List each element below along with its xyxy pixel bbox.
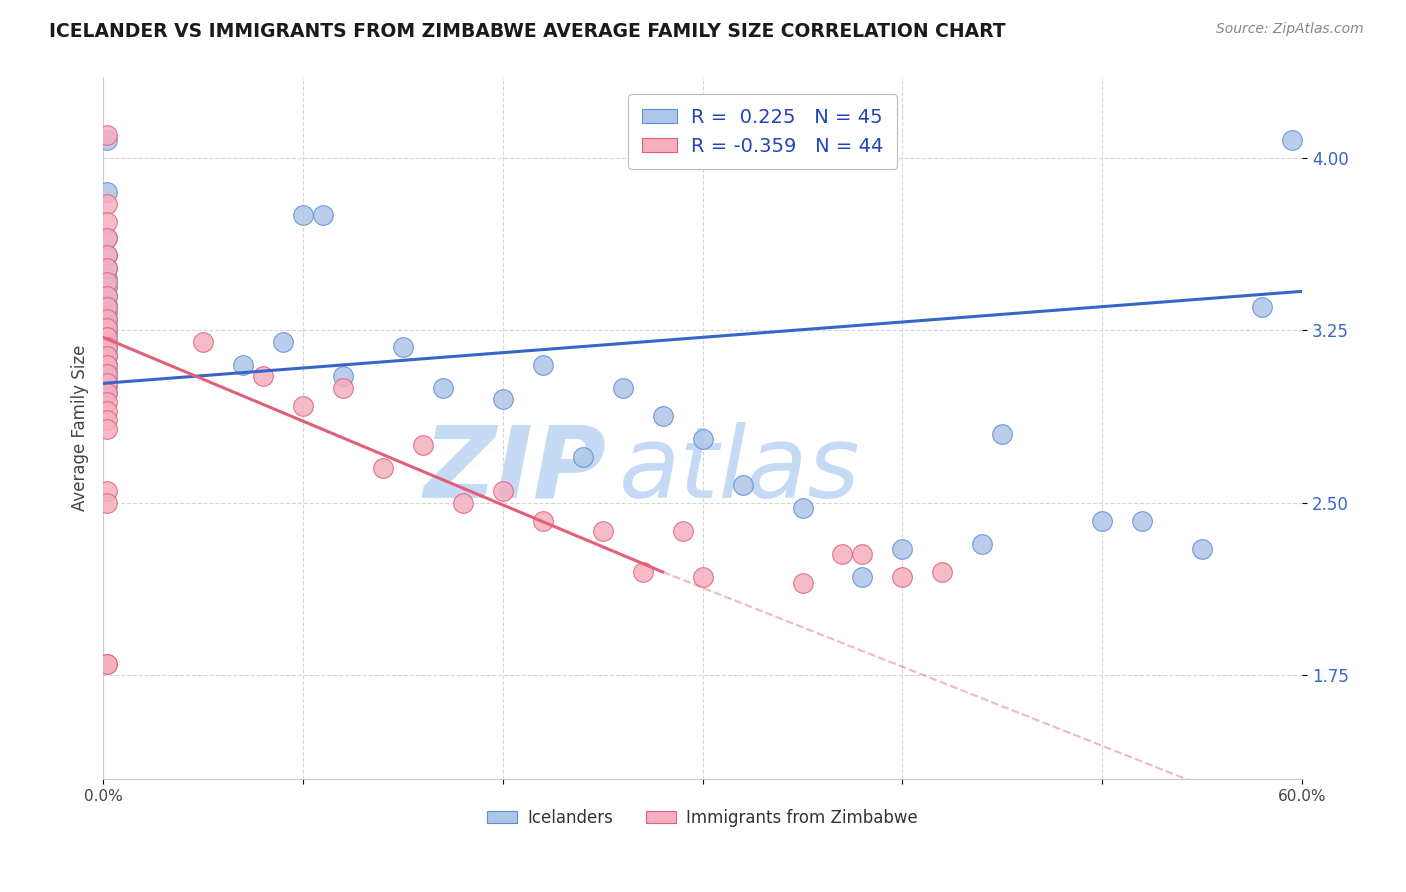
Point	[96, 289, 118, 303]
Point	[96, 247, 118, 261]
Point	[451, 496, 474, 510]
Point	[692, 432, 714, 446]
Point	[96, 326, 118, 340]
Point	[492, 392, 515, 407]
Point	[96, 496, 118, 510]
Point	[96, 339, 118, 353]
Point	[291, 400, 314, 414]
Point	[96, 385, 118, 400]
Point	[96, 247, 118, 261]
Point	[96, 186, 118, 200]
Point	[631, 565, 654, 579]
Point	[96, 305, 118, 319]
Point	[96, 321, 118, 335]
Legend: Icelanders, Immigrants from Zimbabwe: Icelanders, Immigrants from Zimbabwe	[481, 803, 925, 834]
Point	[991, 426, 1014, 441]
Point	[96, 334, 118, 349]
Point	[96, 657, 118, 671]
Point	[891, 569, 914, 583]
Point	[531, 514, 554, 528]
Point	[96, 372, 118, 386]
Y-axis label: Average Family Size: Average Family Size	[72, 345, 89, 511]
Point	[831, 547, 853, 561]
Point	[1130, 514, 1153, 528]
Point	[96, 378, 118, 392]
Point	[96, 261, 118, 276]
Point	[96, 128, 118, 142]
Point	[96, 413, 118, 427]
Point	[96, 404, 118, 418]
Point	[651, 409, 673, 423]
Point	[332, 369, 354, 384]
Point	[612, 381, 634, 395]
Point	[851, 547, 873, 561]
Point	[96, 376, 118, 391]
Point	[96, 132, 118, 146]
Point	[96, 289, 118, 303]
Point	[96, 349, 118, 363]
Point	[931, 565, 953, 579]
Text: ICELANDER VS IMMIGRANTS FROM ZIMBABWE AVERAGE FAMILY SIZE CORRELATION CHART: ICELANDER VS IMMIGRANTS FROM ZIMBABWE AV…	[49, 22, 1005, 41]
Point	[1091, 514, 1114, 528]
Point	[271, 334, 294, 349]
Point	[191, 334, 214, 349]
Point	[96, 358, 118, 372]
Point	[96, 275, 118, 289]
Point	[96, 298, 118, 312]
Point	[412, 438, 434, 452]
Point	[332, 381, 354, 395]
Point	[96, 301, 118, 315]
Point	[96, 342, 118, 356]
Point	[96, 367, 118, 381]
Point	[96, 365, 118, 379]
Point	[96, 394, 118, 409]
Point	[851, 569, 873, 583]
Point	[731, 477, 754, 491]
Point	[531, 358, 554, 372]
Point	[96, 422, 118, 436]
Point	[96, 484, 118, 499]
Point	[96, 215, 118, 229]
Point	[312, 209, 335, 223]
Point	[792, 576, 814, 591]
Point	[592, 524, 614, 538]
Point	[96, 312, 118, 326]
Point	[96, 358, 118, 372]
Text: atlas: atlas	[619, 422, 860, 519]
Point	[492, 484, 515, 499]
Point	[96, 231, 118, 245]
Point	[1251, 301, 1274, 315]
Point	[96, 318, 118, 333]
Point	[96, 385, 118, 400]
Point	[571, 450, 593, 464]
Point	[692, 569, 714, 583]
Point	[891, 541, 914, 556]
Point	[1281, 132, 1303, 146]
Text: Source: ZipAtlas.com: Source: ZipAtlas.com	[1216, 22, 1364, 37]
Point	[672, 524, 695, 538]
Point	[371, 461, 394, 475]
Point	[96, 261, 118, 276]
Point	[232, 358, 254, 372]
Point	[392, 339, 415, 353]
Point	[291, 209, 314, 223]
Point	[96, 330, 118, 344]
Point	[792, 500, 814, 515]
Point	[96, 312, 118, 326]
Point	[96, 349, 118, 363]
Text: ZIP: ZIP	[423, 422, 607, 519]
Point	[96, 270, 118, 285]
Point	[96, 657, 118, 671]
Point	[96, 197, 118, 211]
Point	[432, 381, 454, 395]
Point	[972, 537, 994, 551]
Point	[96, 279, 118, 293]
Point	[1191, 541, 1213, 556]
Point	[96, 231, 118, 245]
Point	[252, 369, 274, 384]
